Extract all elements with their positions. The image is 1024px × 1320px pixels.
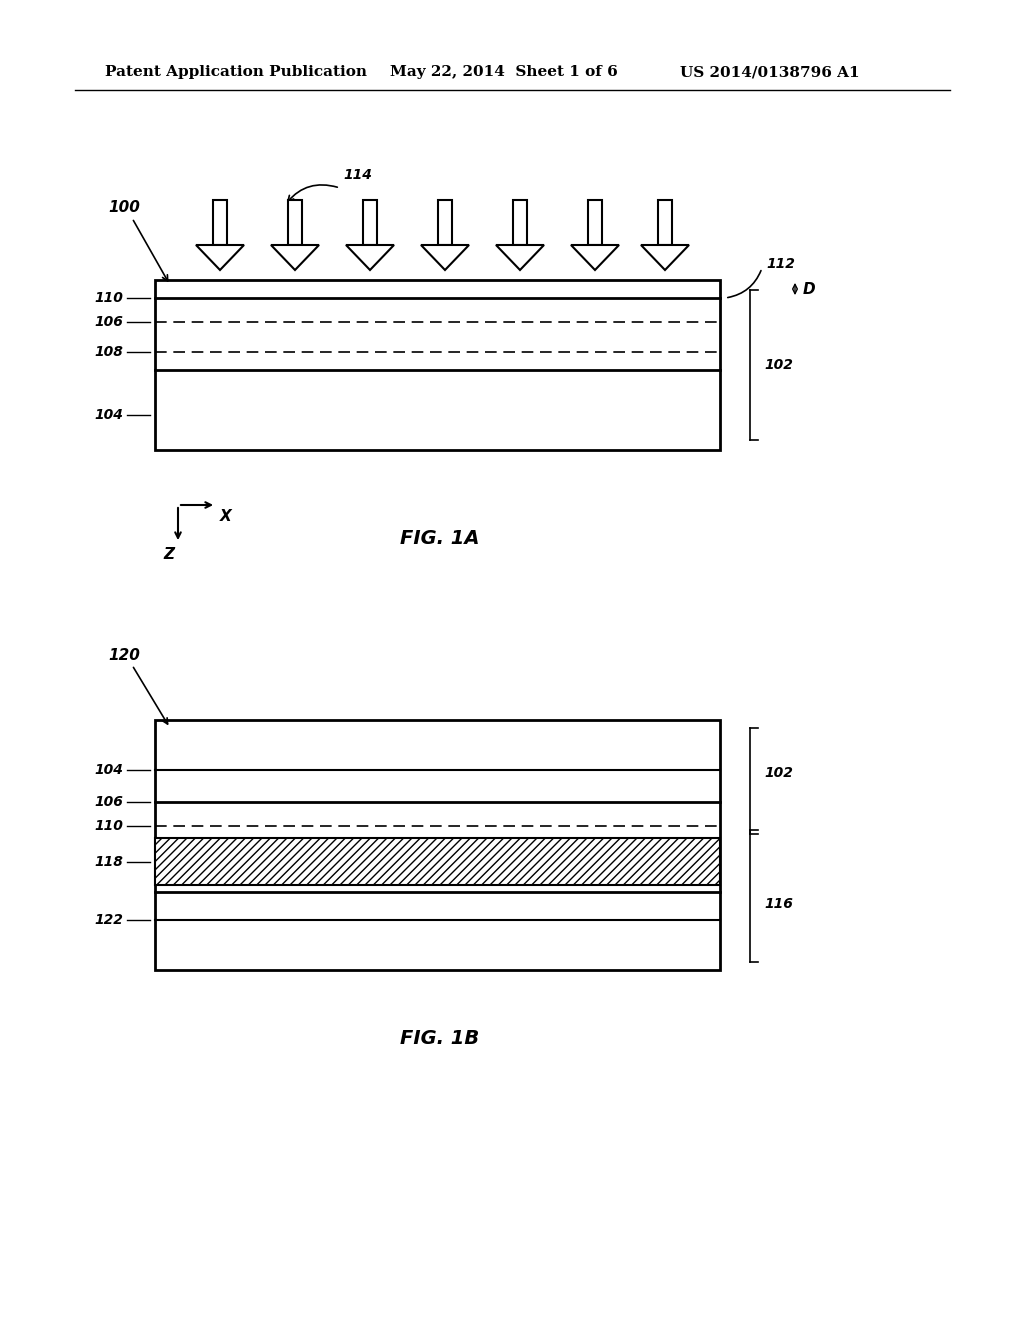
Polygon shape (271, 246, 319, 271)
Text: May 22, 2014  Sheet 1 of 6: May 22, 2014 Sheet 1 of 6 (390, 65, 617, 79)
Bar (155, 719, 720, 970)
Polygon shape (196, 246, 244, 271)
Text: 116: 116 (764, 898, 793, 911)
Bar (513, 201, 527, 246)
Text: Z: Z (163, 546, 174, 562)
Text: 106: 106 (94, 795, 123, 809)
Polygon shape (496, 246, 544, 271)
Text: 120: 120 (108, 648, 140, 663)
Bar (438, 201, 452, 246)
Bar (288, 201, 302, 246)
Text: 104: 104 (94, 763, 123, 777)
Text: X: X (220, 510, 231, 524)
Text: 118: 118 (94, 854, 123, 869)
Text: FIG. 1B: FIG. 1B (400, 1028, 479, 1048)
Text: 108: 108 (94, 345, 123, 359)
Text: 102: 102 (764, 358, 793, 372)
Bar (155, 280, 720, 450)
Polygon shape (641, 246, 689, 271)
Bar (155, 838, 720, 884)
Polygon shape (346, 246, 394, 271)
Text: 112: 112 (766, 257, 795, 271)
Text: Patent Application Publication: Patent Application Publication (105, 65, 367, 79)
Polygon shape (421, 246, 469, 271)
Text: FIG. 1A: FIG. 1A (400, 528, 480, 548)
Bar (213, 201, 227, 246)
Text: 110: 110 (94, 818, 123, 833)
Bar (362, 201, 377, 246)
Bar (658, 201, 672, 246)
Text: 114: 114 (343, 168, 372, 182)
Text: D: D (803, 281, 816, 297)
Bar (588, 201, 602, 246)
Text: 102: 102 (764, 766, 793, 780)
Text: 122: 122 (94, 913, 123, 927)
Text: 100: 100 (108, 201, 140, 215)
Text: 104: 104 (94, 408, 123, 422)
Polygon shape (571, 246, 618, 271)
Text: 106: 106 (94, 315, 123, 329)
Text: 110: 110 (94, 290, 123, 305)
Text: US 2014/0138796 A1: US 2014/0138796 A1 (680, 65, 859, 79)
